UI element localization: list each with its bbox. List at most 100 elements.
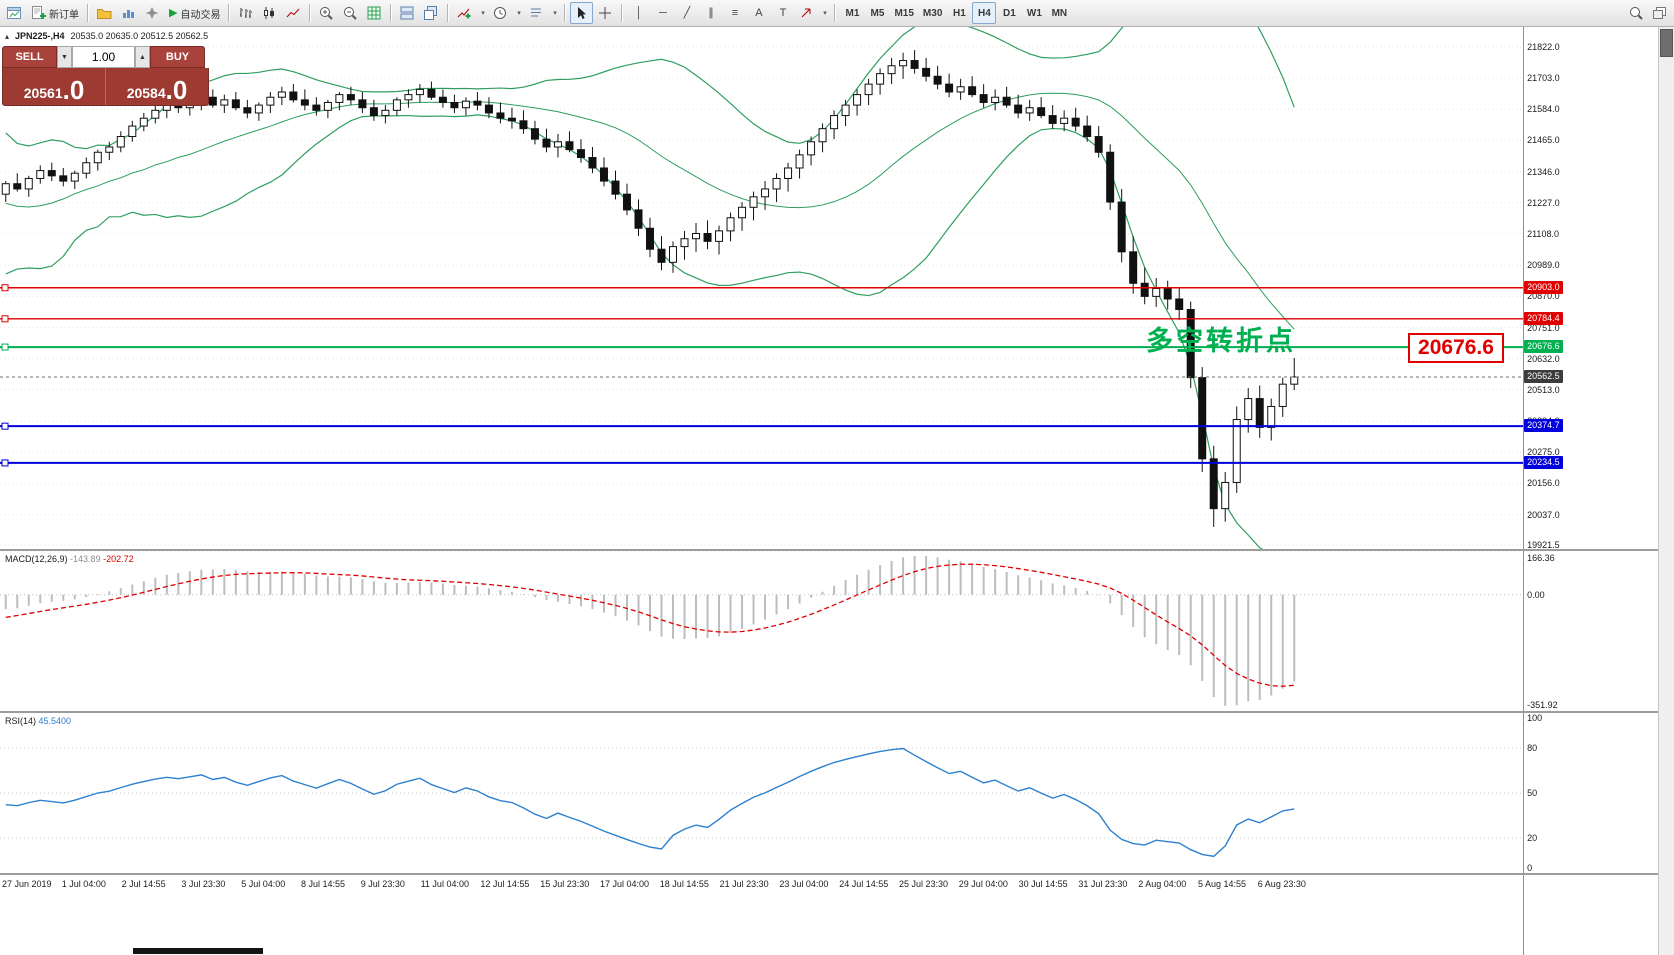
macd-signal-value: -202.72 — [103, 554, 134, 564]
candlestick-chart-icon — [264, 7, 275, 19]
caret-down-icon: ▼ — [61, 53, 68, 61]
rsi-label: RSI(14) 45.5400 — [5, 716, 71, 726]
new-chart-icon — [7, 7, 21, 19]
volume-decrease-button[interactable]: ▼ — [57, 46, 72, 68]
bar-chart-button[interactable] — [234, 2, 257, 24]
timeframe-m30[interactable]: M30 — [919, 2, 946, 24]
time-label: 18 Jul 14:55 — [659, 879, 709, 889]
zoom-out-button[interactable] — [339, 2, 362, 24]
chart-annotation-text[interactable]: 多空转折点 — [1146, 326, 1296, 356]
arrows-tool[interactable] — [795, 2, 818, 24]
new-order-button[interactable]: 新订单 — [27, 2, 83, 24]
crosshair-tool-button[interactable] — [594, 2, 617, 24]
tile-windows-button[interactable] — [396, 2, 419, 24]
market-watch-button[interactable] — [117, 2, 140, 24]
bid-price-badge: 20562.5 — [1524, 369, 1563, 383]
vertical-scrollbar[interactable] — [1658, 27, 1674, 955]
volume-increase-button[interactable]: ▲ — [135, 46, 150, 68]
horizontal-line-tool[interactable]: ─ — [651, 2, 674, 24]
time-label: 1 Jul 04:00 — [61, 879, 106, 889]
rsi-name: RSI(14) — [5, 716, 37, 726]
new-chart-button[interactable] — [3, 2, 26, 24]
profiles-button[interactable] — [93, 2, 116, 24]
rsi-pane: RSI(14) 45.5400 — [0, 713, 1524, 875]
text-tool[interactable]: A — [747, 2, 770, 24]
text-label-tool[interactable]: T — [771, 2, 794, 24]
price-pane: ▴ JPN225-,H4 20535.0 20635.0 20512.5 205… — [0, 27, 1524, 551]
search-button[interactable] — [1625, 2, 1648, 24]
time-label: 2 Jul 14:55 — [121, 879, 166, 889]
caret-up-icon: ▲ — [139, 53, 146, 61]
rsi-canvas[interactable] — [0, 713, 1524, 873]
sell-price[interactable]: 20561.0 — [3, 68, 105, 105]
plot-column: ▴ JPN225-,H4 20535.0 20635.0 20512.5 205… — [0, 27, 1524, 955]
navigator-button[interactable] — [141, 2, 164, 24]
time-label: 31 Jul 23:30 — [1078, 879, 1128, 889]
macd-canvas[interactable] — [0, 551, 1524, 711]
text-tool-icon: A — [755, 6, 763, 19]
volume-input[interactable] — [72, 46, 135, 68]
fibonacci-tool[interactable]: ≡ — [723, 2, 746, 24]
price-tick-label: 21227.0 — [1527, 197, 1560, 208]
macd-pane: MACD(12,26,9) -143.89 -202.72 — [0, 551, 1524, 713]
line-chart-button[interactable] — [282, 2, 305, 24]
price-tick-label: 21584.0 — [1527, 104, 1560, 115]
profiles-folder-icon — [97, 9, 112, 19]
timeframe-d1[interactable]: D1 — [997, 2, 1021, 24]
buy-price[interactable]: 20584.0 — [105, 68, 208, 105]
price-chart-canvas[interactable] — [0, 27, 1524, 549]
price-tick-label: 20751.0 — [1527, 322, 1560, 333]
crosshair-icon — [599, 7, 612, 19]
timeframe-h4[interactable]: H4 — [972, 2, 997, 24]
price-tick-label: 20156.0 — [1527, 478, 1560, 489]
main-toolbar: 新订单 ▶ 自动交易 — [0, 0, 1674, 27]
bottom-strip — [0, 893, 1524, 955]
price-tick-label: 20989.0 — [1527, 260, 1560, 271]
timeframe-m1[interactable]: M1 — [840, 2, 864, 24]
grid-button[interactable] — [363, 2, 386, 24]
pane-separator[interactable] — [0, 711, 1658, 713]
buy-button[interactable]: BUY — [150, 46, 205, 68]
indicators-icon — [458, 8, 471, 19]
timeframe-mn[interactable]: MN — [1047, 2, 1071, 24]
autotrade-button[interactable]: ▶ 自动交易 — [165, 2, 224, 24]
templates-dropdown[interactable]: ▾ — [549, 2, 560, 24]
sell-button[interactable]: SELL — [2, 46, 57, 68]
arrows-dropdown[interactable]: ▾ — [819, 2, 830, 24]
pane-separator[interactable] — [0, 873, 1658, 875]
zoom-in-button[interactable] — [315, 2, 338, 24]
templates-button[interactable] — [525, 2, 548, 24]
toolbar-separator — [447, 4, 450, 22]
indicators-button[interactable] — [453, 2, 476, 24]
timeframe-h1[interactable]: H1 — [947, 2, 971, 24]
indicators-dropdown[interactable]: ▾ — [477, 2, 488, 24]
vertical-line-tool[interactable]: │ — [627, 2, 650, 24]
time-label: 27 Jun 2019 — [2, 879, 52, 889]
macd-axis-label: 0.00 — [1527, 589, 1545, 600]
cursor-icon — [578, 7, 587, 19]
periods-dropdown[interactable]: ▾ — [513, 2, 524, 24]
candlestick-chart-button[interactable] — [258, 2, 281, 24]
time-label: 21 Jul 23:30 — [719, 879, 769, 889]
periods-button[interactable] — [489, 2, 512, 24]
sell-price-main: 20561 — [23, 85, 63, 101]
trendline-tool[interactable]: ╱ — [675, 2, 698, 24]
search-icon — [1630, 7, 1643, 20]
time-label: 24 Jul 14:55 — [839, 879, 889, 889]
price-tick-label: 20632.0 — [1527, 353, 1560, 364]
trendline-icon: ╱ — [683, 6, 691, 19]
pane-separator[interactable] — [0, 549, 1658, 551]
cascade-windows-icon — [424, 6, 438, 20]
price-tick-label: 21108.0 — [1527, 229, 1559, 240]
h-scrollbar-thumb[interactable] — [133, 948, 263, 954]
window-layout-button[interactable] — [1648, 2, 1671, 24]
timeframe-w1[interactable]: W1 — [1022, 2, 1046, 24]
timeframe-m15[interactable]: M15 — [890, 2, 917, 24]
symbol-info: ▴ JPN225-,H4 20535.0 20635.0 20512.5 205… — [5, 31, 208, 41]
cascade-windows-button[interactable] — [420, 2, 443, 24]
timeframe-m5[interactable]: M5 — [865, 2, 889, 24]
price-callout[interactable]: 20676.6 — [1408, 333, 1504, 363]
cursor-tool-button[interactable] — [570, 2, 594, 24]
v-scrollbar-thumb[interactable] — [1660, 29, 1674, 57]
channel-tool[interactable]: ∥ — [699, 2, 722, 24]
